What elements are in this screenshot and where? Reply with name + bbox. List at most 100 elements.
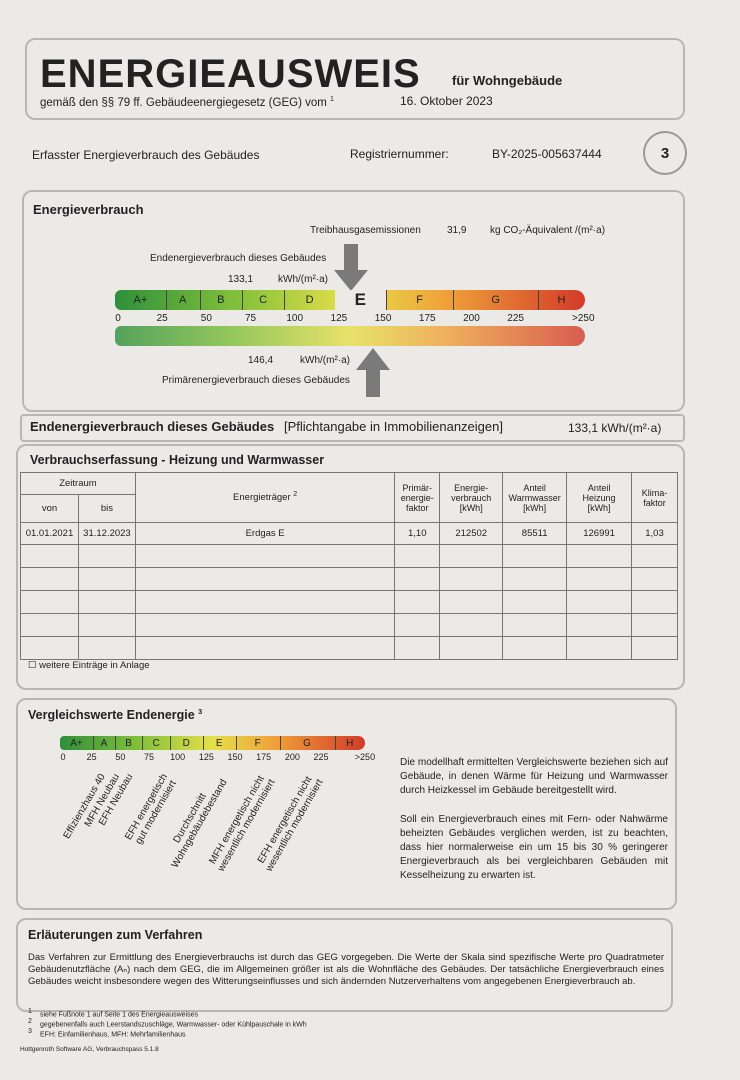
comparison-scale: A+ A B C D E F G H (60, 736, 365, 750)
class-divider (334, 736, 336, 750)
empty-cell (502, 544, 568, 568)
date: 16. Oktober 2023 (400, 94, 493, 108)
scale-tick: 0 (115, 313, 121, 324)
header-box (25, 38, 685, 120)
class-divider (235, 736, 237, 750)
empty-cell (394, 544, 441, 568)
mandatory-label: Endenergieverbrauch dieses Gebäudes (30, 419, 275, 434)
footnote-text: siehe Fußnote 1 auf Seite 1 des Energiea… (40, 1011, 198, 1019)
energy-class: G (491, 294, 500, 306)
empty-cell (134, 590, 396, 614)
reg-number: BY-2025-005637444 (492, 147, 602, 161)
scale-tick: 100 (286, 313, 304, 324)
class-divider (169, 736, 171, 750)
table-cell: 1,03 (631, 522, 678, 545)
scale-tick: 0 (60, 752, 66, 762)
table-cell: 126991 (566, 522, 633, 545)
energy-class: F (416, 294, 423, 306)
table-cell: 31.12.2023 (77, 522, 136, 545)
empty-cell (502, 613, 568, 637)
empty-cell (566, 613, 633, 637)
energy-class: A (178, 294, 187, 306)
empty-row (20, 613, 678, 637)
class-divider (385, 290, 387, 310)
energy-class: B (125, 737, 132, 749)
empty-cell (631, 636, 678, 660)
empty-cell (20, 590, 79, 614)
energy-class: D (305, 294, 314, 306)
comparison-title: Vergleichswerte Endenergie 3 (28, 708, 202, 722)
energy-class: D (182, 737, 190, 749)
energy-class: B (217, 294, 225, 306)
table-title: Verbrauchserfassung - Heizung und Warmwa… (30, 453, 325, 467)
carrier-text: Energieträger (233, 492, 291, 504)
class-divider (92, 736, 94, 750)
footnote-number: 1 (28, 1008, 32, 1015)
table-cell: 1,10 (394, 522, 441, 545)
empty-cell (20, 636, 79, 660)
empty-cell (394, 613, 441, 637)
empty-cell (77, 590, 136, 614)
prim-label: Primärenergieverbrauch dieses Gebäudes (162, 375, 350, 386)
energy-title: Energieverbrauch (33, 202, 144, 217)
scale-tick: 75 (143, 752, 155, 762)
scale-tick: 150 (374, 313, 392, 324)
end-unit: kWh/(m²·a) (278, 274, 328, 285)
empty-row (20, 567, 678, 591)
comparison-title-text: Vergleichswerte Endenergie (28, 708, 195, 722)
to-header: bis (77, 494, 136, 523)
class-divider (453, 290, 455, 310)
ghg-value: 31,9 (447, 225, 467, 236)
scale-tick: 200 (284, 752, 300, 762)
mandatory-box (20, 414, 685, 442)
empty-cell (394, 567, 441, 591)
column-header: Energie- verbrauch [kWh] (439, 472, 504, 523)
empty-cell (631, 567, 678, 591)
empty-row (20, 636, 678, 660)
comparison-paragraph: Die modellhaft ermittelten Vergleichswer… (400, 757, 668, 796)
footnote-ref: 3 (198, 708, 203, 716)
prim-value: 146,4 (248, 355, 274, 366)
empty-cell (566, 590, 633, 614)
scale-bar: A+ A B C D E F G H (115, 290, 585, 310)
table-cell: 85511 (502, 522, 568, 545)
comparison-paragraph: Soll ein Energieverbrauch eines mit Fern… (400, 814, 668, 881)
empty-cell (439, 544, 504, 568)
empty-cell (439, 636, 504, 660)
footnote-number: 2 (28, 1018, 32, 1025)
end-label: Endenergieverbrauch dieses Gebäudes (150, 253, 327, 264)
table-note-text: weitere Einträge in Anlage (39, 660, 150, 671)
scale-tick: >250 (354, 752, 376, 762)
empty-cell (394, 590, 441, 614)
ghg-label: Treibhausgasemissionen (310, 225, 421, 236)
column-header: Primär- energie- faktor (394, 472, 441, 523)
explanation-box (16, 918, 673, 1012)
empty-cell (134, 567, 396, 591)
class-divider (165, 290, 167, 310)
class-divider (284, 290, 286, 310)
empty-cell (134, 544, 396, 568)
table-note: ☐ weitere Einträge in Anlage (28, 660, 150, 671)
empty-cell (631, 544, 678, 568)
footnote: 3 EFH: Einfamilienhaus, MFH: Mehrfamilien… (28, 1028, 186, 1038)
scale-tick: 100 (170, 752, 186, 762)
empty-cell (134, 613, 396, 637)
empty-cell (77, 613, 136, 637)
energy-class: E (334, 290, 386, 310)
from-header: von (20, 494, 79, 523)
subtitle: für Wohngebäude (452, 73, 563, 88)
table-cell: 212502 (439, 522, 504, 545)
scale-tick: 125 (330, 313, 348, 324)
mandatory-value: 133,1 kWh/(m²·a) (568, 421, 662, 435)
explanation-title: Erläuterungen zum Verfahren (28, 928, 203, 942)
footnote-number: 3 (28, 1028, 32, 1035)
footnote-ref: 1 (330, 96, 334, 103)
empty-cell (77, 544, 136, 568)
class-divider (202, 736, 204, 750)
empty-cell (439, 613, 504, 637)
table-box (16, 444, 685, 690)
energy-class: G (303, 737, 311, 749)
title: ENERGIEAUSWEIS (40, 52, 421, 96)
end-value: 133,1 (228, 274, 254, 285)
scale-tick: 225 (507, 313, 524, 324)
